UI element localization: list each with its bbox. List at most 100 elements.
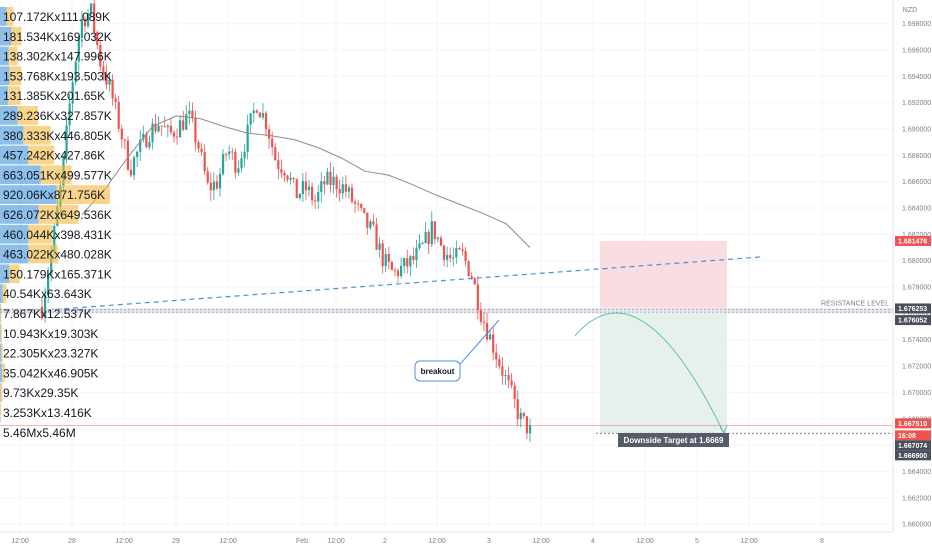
- level-b-tag-bg: [895, 450, 931, 461]
- price-tick-label: 1.694000: [902, 74, 931, 81]
- time-tick-label: 28: [68, 538, 76, 545]
- candle-body: [197, 142, 200, 149]
- candle-body: [485, 322, 489, 340]
- candle-body: [289, 177, 292, 180]
- candle-body: [320, 181, 323, 193]
- candle-body: [360, 203, 363, 209]
- candle-body: [314, 200, 317, 202]
- candle-body: [157, 125, 160, 132]
- resistance-lower-tag: 1.676052: [895, 315, 931, 326]
- candle-body: [108, 79, 111, 85]
- candle-body: [68, 103, 71, 126]
- price-tick-label: 1.672000: [902, 364, 931, 371]
- candle-body: [43, 295, 47, 318]
- candle-body: [467, 261, 470, 277]
- volume-profile-label: 626.072Kx649.536K: [3, 208, 112, 222]
- volume-bar-buy: [0, 185, 57, 204]
- volume-profile-label: 138.302Kx147.996K: [3, 50, 112, 64]
- price-tick-label: 1.682000: [902, 232, 931, 239]
- volume-profile-label: 150.179Kx165.371K: [3, 267, 112, 281]
- candle-body: [240, 158, 243, 169]
- volume-profile-label: 10.943Kx19.303K: [3, 327, 98, 341]
- candle-body: [528, 425, 532, 434]
- candle-body: [86, 13, 90, 27]
- time-axis-panel[interactable]: [0, 532, 932, 550]
- volume-bar-sell: [0, 323, 2, 343]
- candle-body: [80, 18, 83, 39]
- resistance-lower-tag-bg: [895, 315, 931, 326]
- stop-loss-zone: [600, 240, 727, 310]
- time-tick-label: 12:00: [428, 538, 446, 545]
- candle-body: [252, 110, 255, 114]
- volume-bar-buy: [0, 244, 29, 264]
- volume-profile-label: 181.534Kx169.032K: [3, 30, 112, 44]
- candle-body: [246, 124, 249, 153]
- countdown-tag: 16:08: [895, 430, 931, 441]
- candle-body: [421, 243, 424, 245]
- candle-body: [473, 277, 476, 285]
- candle-body: [495, 352, 498, 360]
- volume-profile-label: 153.768Kx193.503K: [3, 69, 112, 83]
- volume-bar-sell: [0, 304, 2, 323]
- currency-label: NZD: [903, 7, 917, 14]
- candle-body: [90, 3, 93, 14]
- volume-profile-label: 463.022Kx480.028K: [3, 248, 112, 262]
- candle-body: [163, 126, 166, 128]
- candle-body: [212, 181, 215, 191]
- candle-body: [409, 256, 412, 267]
- candle-body: [206, 171, 209, 183]
- candle-body: [522, 412, 525, 417]
- level-a-tag: 1.667074: [895, 440, 931, 451]
- candle-body: [185, 114, 188, 130]
- volume-bar-buy: [0, 284, 3, 303]
- moving-average: [81, 115, 531, 248]
- candle-body: [519, 412, 522, 420]
- candle-body: [175, 136, 179, 138]
- candle-body: [136, 151, 139, 158]
- volume-profile-label: 131.385Kx201.65K: [3, 89, 105, 103]
- candle-body: [476, 284, 479, 311]
- breakout-pointer: [455, 319, 500, 370]
- volume-profile-label: 920.06Kx871.756K: [3, 188, 105, 202]
- volume-bar-sell: [28, 224, 53, 244]
- candle-body: [510, 380, 513, 386]
- candle-body: [132, 157, 136, 176]
- candle-body: [129, 169, 133, 176]
- candle-body: [191, 110, 194, 119]
- price-tick-label: 1.690000: [902, 127, 931, 134]
- candle-body: [179, 120, 182, 138]
- volume-bar-sell: [0, 403, 2, 422]
- candle-body: [433, 221, 436, 240]
- candle-body: [310, 186, 314, 201]
- candle-body: [387, 254, 390, 262]
- candle-body: [237, 168, 240, 173]
- candle-body: [399, 265, 403, 277]
- resistance-upper-tag-text: 1.676253: [898, 306, 927, 313]
- candle-body: [200, 148, 203, 153]
- candle-body: [470, 276, 473, 278]
- volume-bar-buy: [0, 7, 7, 26]
- volume-bar-sell: [9, 66, 22, 86]
- candle-body: [243, 152, 246, 159]
- stop-price-tag-text: 1.681476: [898, 238, 927, 245]
- candle-body: [160, 125, 163, 127]
- candle-body: [286, 175, 289, 180]
- candle-body: [344, 184, 347, 192]
- volume-bar-buy: [0, 205, 39, 224]
- candle-body: [271, 138, 274, 148]
- candle-body: [489, 334, 492, 340]
- drawings: RESISTANCE LEVEL breakout Downside Target …: [54, 256, 889, 447]
- resistance-lower-tag-text: 1.676052: [898, 318, 927, 325]
- candle-body: [120, 128, 123, 140]
- price-tick-label: 1.662000: [902, 495, 931, 502]
- candle-body: [372, 221, 375, 225]
- candle-body: [231, 151, 234, 153]
- candle-body: [280, 169, 283, 173]
- candle-body: [378, 243, 381, 250]
- candle-body: [255, 110, 258, 113]
- candle-body: [375, 224, 378, 250]
- volume-profile-label: 380.333Kx446.805K: [3, 129, 112, 143]
- volume-bar-buy: [0, 165, 41, 185]
